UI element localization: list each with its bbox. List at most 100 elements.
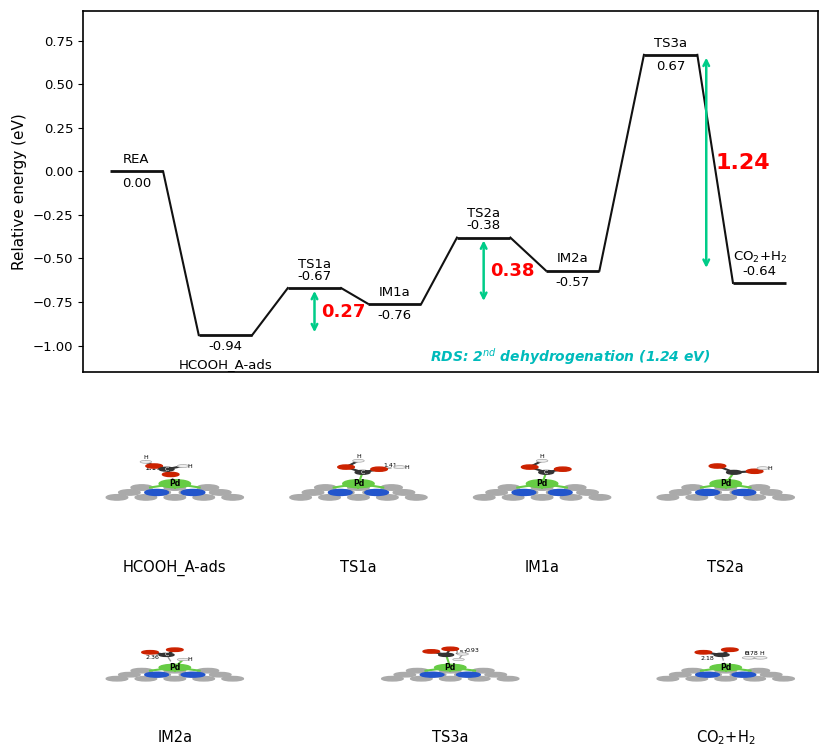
Circle shape <box>732 489 756 495</box>
Circle shape <box>757 466 769 469</box>
Circle shape <box>140 460 152 463</box>
Circle shape <box>119 490 140 495</box>
Circle shape <box>657 677 679 681</box>
Circle shape <box>394 466 406 469</box>
Circle shape <box>773 494 794 500</box>
Circle shape <box>222 677 243 681</box>
Circle shape <box>497 677 519 681</box>
Circle shape <box>424 673 446 677</box>
Circle shape <box>348 485 369 491</box>
Circle shape <box>682 485 703 491</box>
Circle shape <box>539 470 554 474</box>
Text: H: H <box>767 466 772 471</box>
Circle shape <box>440 677 461 681</box>
Circle shape <box>159 653 174 656</box>
Text: Pd: Pd <box>169 663 180 672</box>
Circle shape <box>472 668 494 673</box>
Circle shape <box>686 677 707 681</box>
Text: TS1a: TS1a <box>298 258 331 271</box>
Text: -0.94: -0.94 <box>208 340 242 353</box>
Circle shape <box>407 668 428 673</box>
Circle shape <box>411 677 432 681</box>
Circle shape <box>198 668 218 673</box>
Text: IM2a: IM2a <box>157 730 193 745</box>
Text: 0.00: 0.00 <box>122 177 151 190</box>
Circle shape <box>198 485 218 491</box>
Text: C: C <box>544 469 549 475</box>
Circle shape <box>742 656 755 659</box>
Text: H: H <box>356 454 361 459</box>
Text: REA: REA <box>123 153 149 166</box>
Text: C: C <box>164 466 168 472</box>
Circle shape <box>730 673 752 677</box>
Circle shape <box>715 677 736 681</box>
Circle shape <box>135 494 157 500</box>
Text: -0.38: -0.38 <box>466 219 500 232</box>
Circle shape <box>164 677 186 681</box>
Circle shape <box>178 658 189 661</box>
Circle shape <box>149 490 170 495</box>
Circle shape <box>455 673 476 677</box>
Text: Pd: Pd <box>445 663 456 672</box>
Text: 2.18: 2.18 <box>701 655 715 661</box>
Circle shape <box>714 653 729 656</box>
Text: TS3a: TS3a <box>432 730 468 745</box>
Circle shape <box>440 668 461 673</box>
Circle shape <box>452 658 464 661</box>
Text: TS3a: TS3a <box>654 36 687 50</box>
Text: H: H <box>188 463 192 469</box>
Circle shape <box>442 647 458 651</box>
Text: Pd: Pd <box>536 479 548 488</box>
Circle shape <box>710 480 741 488</box>
Circle shape <box>682 668 703 673</box>
Circle shape <box>348 494 369 500</box>
Circle shape <box>179 490 201 495</box>
Circle shape <box>131 485 153 491</box>
Text: H: H <box>188 657 192 662</box>
Circle shape <box>686 494 707 500</box>
Circle shape <box>498 485 520 491</box>
Circle shape <box>760 673 782 677</box>
Circle shape <box>164 485 186 491</box>
Y-axis label: Relative energy (eV): Relative energy (eV) <box>12 113 27 270</box>
Circle shape <box>164 668 186 673</box>
Text: 0.27: 0.27 <box>321 302 365 321</box>
Circle shape <box>457 653 468 655</box>
Circle shape <box>715 494 736 500</box>
Circle shape <box>193 494 214 500</box>
Circle shape <box>290 494 311 500</box>
Circle shape <box>333 490 354 495</box>
Text: TS2a: TS2a <box>707 560 745 575</box>
Text: -0.67: -0.67 <box>297 270 331 283</box>
Circle shape <box>355 470 370 474</box>
Circle shape <box>164 494 186 500</box>
Circle shape <box>526 480 558 488</box>
Circle shape <box>670 490 691 495</box>
Circle shape <box>135 677 157 681</box>
Circle shape <box>748 485 769 491</box>
Text: RDS: 2$^{nd}$ dehydrogenation (1.24 eV): RDS: 2$^{nd}$ dehydrogenation (1.24 eV) <box>430 346 710 367</box>
Circle shape <box>715 485 736 491</box>
Circle shape <box>146 464 163 468</box>
Circle shape <box>338 465 354 469</box>
Text: HCOOH_A-ads: HCOOH_A-ads <box>123 560 227 576</box>
Text: HCOOH_A-ads: HCOOH_A-ads <box>178 358 272 370</box>
Circle shape <box>696 489 720 495</box>
Circle shape <box>439 653 453 656</box>
Circle shape <box>554 467 571 471</box>
Circle shape <box>670 673 691 677</box>
Circle shape <box>486 490 507 495</box>
Circle shape <box>209 490 231 495</box>
Circle shape <box>468 677 490 681</box>
Text: -0.57: -0.57 <box>555 276 590 289</box>
Circle shape <box>726 470 741 474</box>
Text: H: H <box>759 651 764 656</box>
Text: 1.24: 1.24 <box>715 153 769 173</box>
Circle shape <box>167 648 183 652</box>
Circle shape <box>343 480 374 488</box>
Circle shape <box>512 489 535 495</box>
Text: 0.78: 0.78 <box>745 651 759 655</box>
Circle shape <box>485 673 506 677</box>
Text: C: C <box>360 469 364 475</box>
Text: IM1a: IM1a <box>525 560 559 575</box>
